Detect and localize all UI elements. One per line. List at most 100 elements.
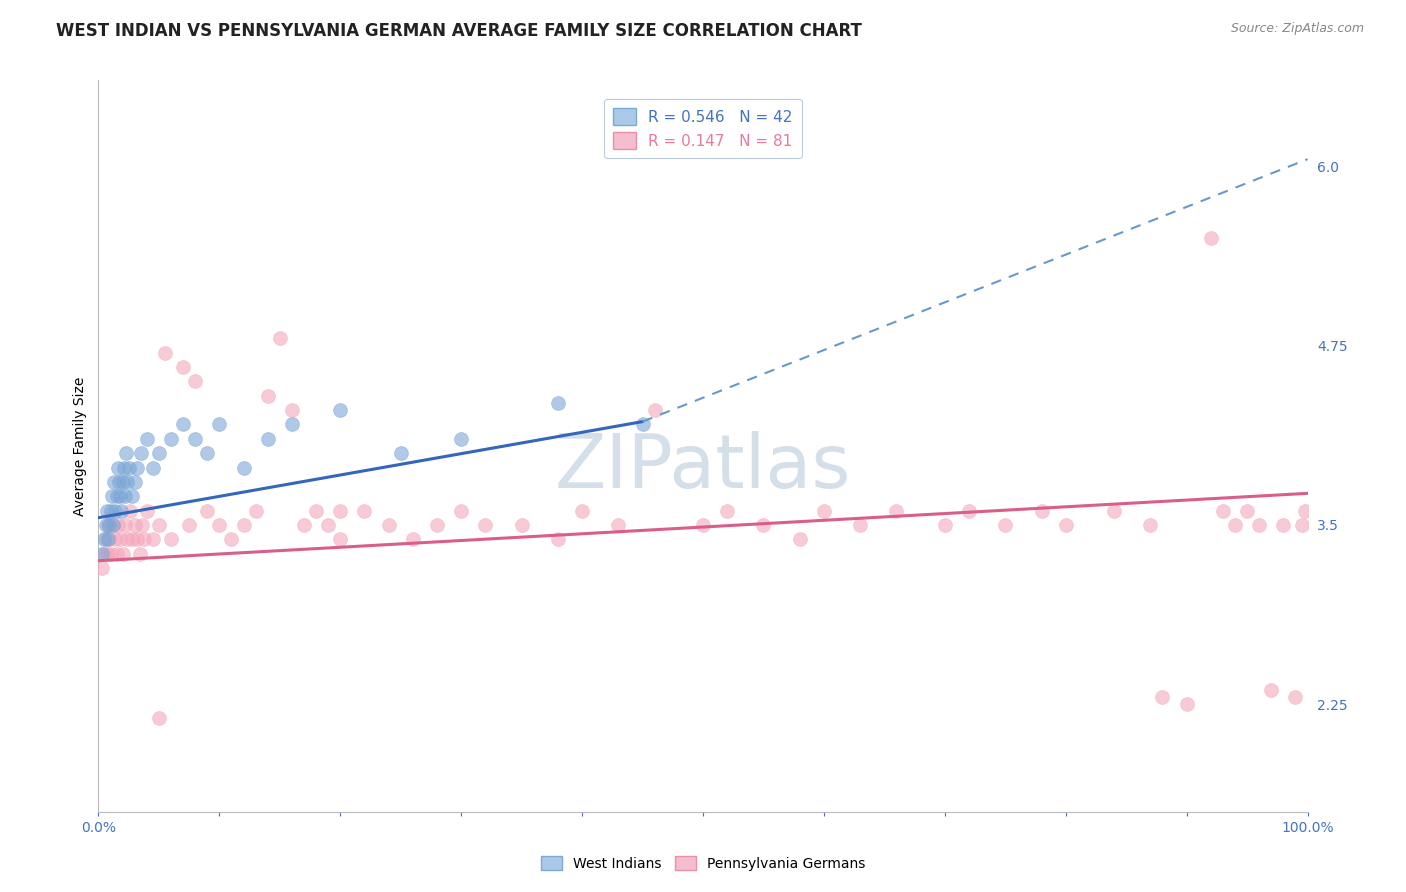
Point [153,345,176,359]
Point [160,432,183,446]
Point [111,547,134,561]
Point [1199,231,1222,245]
Point [716,503,738,517]
Point [184,432,207,446]
Point [98,517,121,532]
Point [105,547,128,561]
Point [208,517,231,532]
Point [510,517,533,532]
Point [789,533,811,547]
Point [1272,517,1295,532]
Point [96,547,118,561]
Point [108,489,131,503]
Point [281,417,304,432]
Point [305,503,328,517]
Point [256,389,278,403]
Point [631,417,654,432]
Point [1236,503,1258,517]
Point [849,517,872,532]
Point [450,503,472,517]
Point [377,517,399,532]
Point [104,503,127,517]
Point [91,547,114,561]
Point [752,517,775,532]
Point [124,475,146,489]
Point [450,432,472,446]
Point [108,475,131,489]
Point [135,432,157,446]
Point [100,503,122,517]
Point [692,517,714,532]
Point [121,489,143,503]
Point [184,375,207,389]
Point [957,503,980,517]
Point [172,417,194,432]
Point [1284,690,1306,704]
Point [1175,697,1198,711]
Point [1223,517,1246,532]
Point [474,517,496,532]
Point [100,547,122,561]
Point [245,503,267,517]
Point [195,503,218,517]
Point [1294,503,1316,517]
Point [93,533,115,547]
Point [547,396,569,410]
Point [281,403,304,417]
Point [121,533,143,547]
Point [179,517,201,532]
Point [402,533,425,547]
Point [221,533,243,547]
Legend: West Indians, Pennsylvania Germans: West Indians, Pennsylvania Germans [536,850,870,876]
Legend: R = 0.546   N = 42, R = 0.147   N = 81: R = 0.546 N = 42, R = 0.147 N = 81 [605,99,801,158]
Point [96,503,118,517]
Point [104,533,127,547]
Point [389,446,412,460]
Point [1054,517,1077,532]
Point [172,360,194,375]
Point [91,561,114,575]
Point [131,517,153,532]
Point [1291,517,1313,532]
Point [571,503,593,517]
Point [127,460,149,475]
Point [232,460,254,475]
Point [644,403,666,417]
Point [813,503,835,517]
Point [1260,682,1282,697]
Point [101,517,124,532]
Point [329,403,352,417]
Point [329,533,352,547]
Point [1139,517,1161,532]
Point [118,503,141,517]
Point [607,517,630,532]
Point [117,475,139,489]
Point [105,489,128,503]
Point [111,475,134,489]
Point [148,711,170,725]
Point [124,517,146,532]
Point [110,503,132,517]
Point [329,503,352,517]
Point [292,517,315,532]
Point [93,547,115,561]
Text: ZIPatlas: ZIPatlas [555,432,851,505]
Point [134,533,156,547]
Point [1249,517,1271,532]
Point [160,533,183,547]
Point [316,517,339,532]
Point [97,533,120,547]
Point [117,533,139,547]
Text: WEST INDIAN VS PENNSYLVANIA GERMAN AVERAGE FAMILY SIZE CORRELATION CHART: WEST INDIAN VS PENNSYLVANIA GERMAN AVERA… [56,22,862,40]
Point [886,503,908,517]
Point [994,517,1017,532]
Point [118,460,141,475]
Point [148,517,170,532]
Point [547,533,569,547]
Point [107,460,129,475]
Point [94,517,117,532]
Point [107,517,129,532]
Point [934,517,956,532]
Point [142,533,165,547]
Point [115,446,138,460]
